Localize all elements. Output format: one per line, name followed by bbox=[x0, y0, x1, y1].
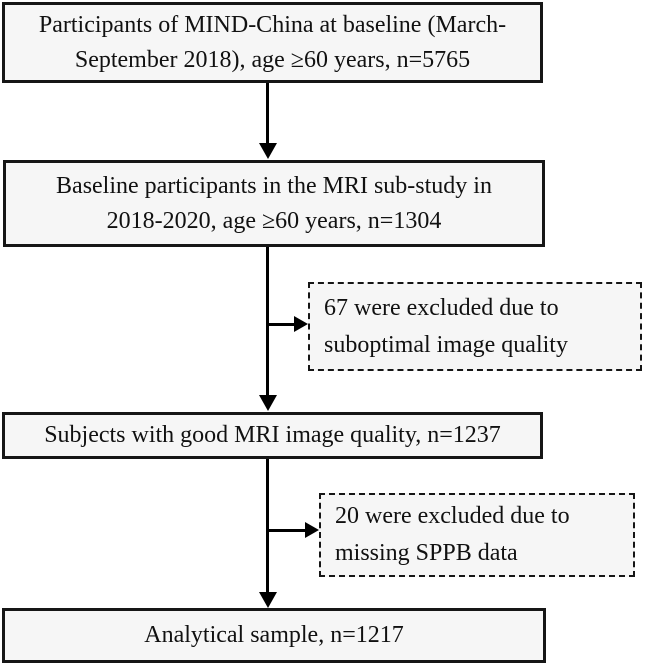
box-text-line: Baseline participants in the MRI sub-stu… bbox=[56, 172, 492, 199]
arrow-line-2 bbox=[266, 247, 269, 396]
arrow-down-icon bbox=[259, 395, 277, 411]
box-text-line: missing SPPB data bbox=[335, 540, 518, 566]
flow-box-good-image-quality: Subjects with good MRI image quality, n=… bbox=[2, 412, 543, 459]
arrow-right-icon bbox=[305, 522, 319, 538]
arrow-down-icon bbox=[259, 592, 277, 608]
branch-line-1 bbox=[268, 323, 296, 326]
flow-box-mri-substudy: Baseline participants in the MRI sub-stu… bbox=[3, 160, 545, 247]
box-text-line: 2018-2020, age ≥60 years, n=1304 bbox=[106, 207, 442, 234]
box-text-line: 20 were excluded due to bbox=[335, 503, 570, 529]
flow-box-mind-china-baseline: Participants of MIND-China at baseline (… bbox=[2, 2, 543, 83]
flow-box-excluded-sppb: 20 were excluded due to missing SPPB dat… bbox=[319, 493, 635, 577]
arrow-down-icon bbox=[259, 143, 277, 159]
box-text-line: Subjects with good MRI image quality, n=… bbox=[44, 422, 501, 448]
box-text-line: Analytical sample, n=1217 bbox=[144, 622, 404, 648]
branch-line-2 bbox=[268, 529, 306, 532]
flow-box-analytical-sample: Analytical sample, n=1217 bbox=[2, 608, 546, 663]
arrow-right-icon bbox=[294, 316, 308, 332]
box-text-line: 67 were excluded due to bbox=[324, 294, 559, 321]
arrow-line-3 bbox=[266, 459, 269, 593]
box-text-line: suboptimal image quality bbox=[324, 331, 568, 358]
box-text-line: Participants of MIND-China at baseline (… bbox=[38, 11, 507, 38]
arrow-line-1 bbox=[266, 83, 269, 145]
box-text-line: September 2018), age ≥60 years, n=5765 bbox=[74, 46, 471, 73]
flow-box-excluded-image-quality: 67 were excluded due to suboptimal image… bbox=[308, 282, 642, 371]
